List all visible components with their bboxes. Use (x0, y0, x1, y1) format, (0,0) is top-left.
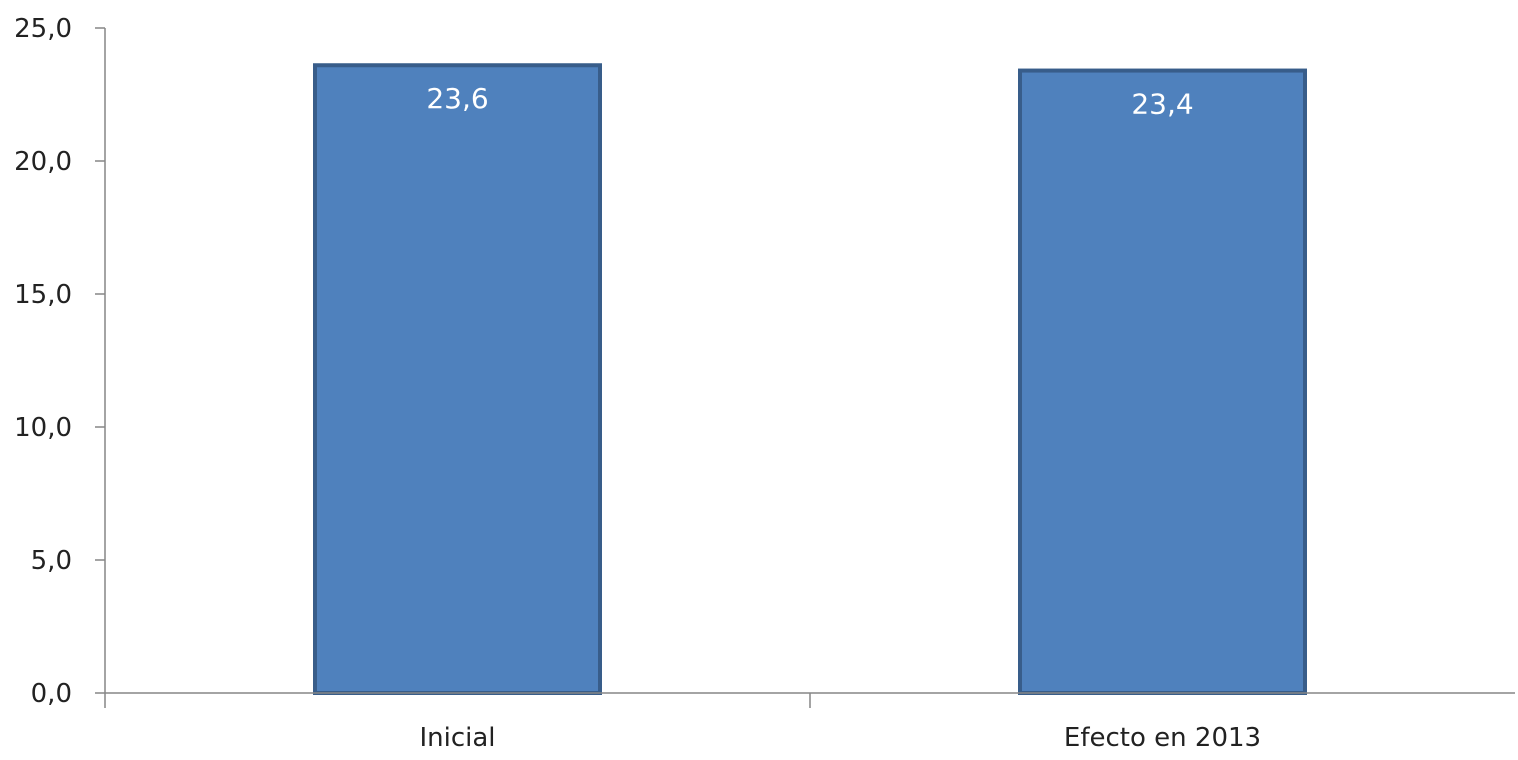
y-tick-label: 0,0 (31, 679, 72, 709)
data-labels-group: 23,6 23,4 (426, 82, 1193, 120)
bar-1 (313, 63, 602, 696)
y-tick-label: 10,0 (14, 413, 72, 443)
x-category-label: Efecto en 2013 (1064, 723, 1261, 753)
bar-value-label: 23,6 (426, 82, 488, 115)
y-tick-label: 20,0 (14, 147, 72, 177)
bar-2 (1018, 68, 1307, 695)
bar-value-label: 23,4 (1131, 88, 1193, 121)
y-tick-label: 15,0 (14, 280, 72, 310)
y-tick-label: 5,0 (31, 546, 72, 576)
x-category-label: Inicial (419, 723, 495, 753)
x-axis-ticks: Inicial Efecto en 2013 (104, 693, 1261, 753)
y-tick-label: 25,0 (14, 14, 72, 44)
y-axis-ticks: 0,0 5,0 10,0 15,0 20,0 25,0 (14, 14, 105, 709)
bars-group (313, 63, 1307, 696)
